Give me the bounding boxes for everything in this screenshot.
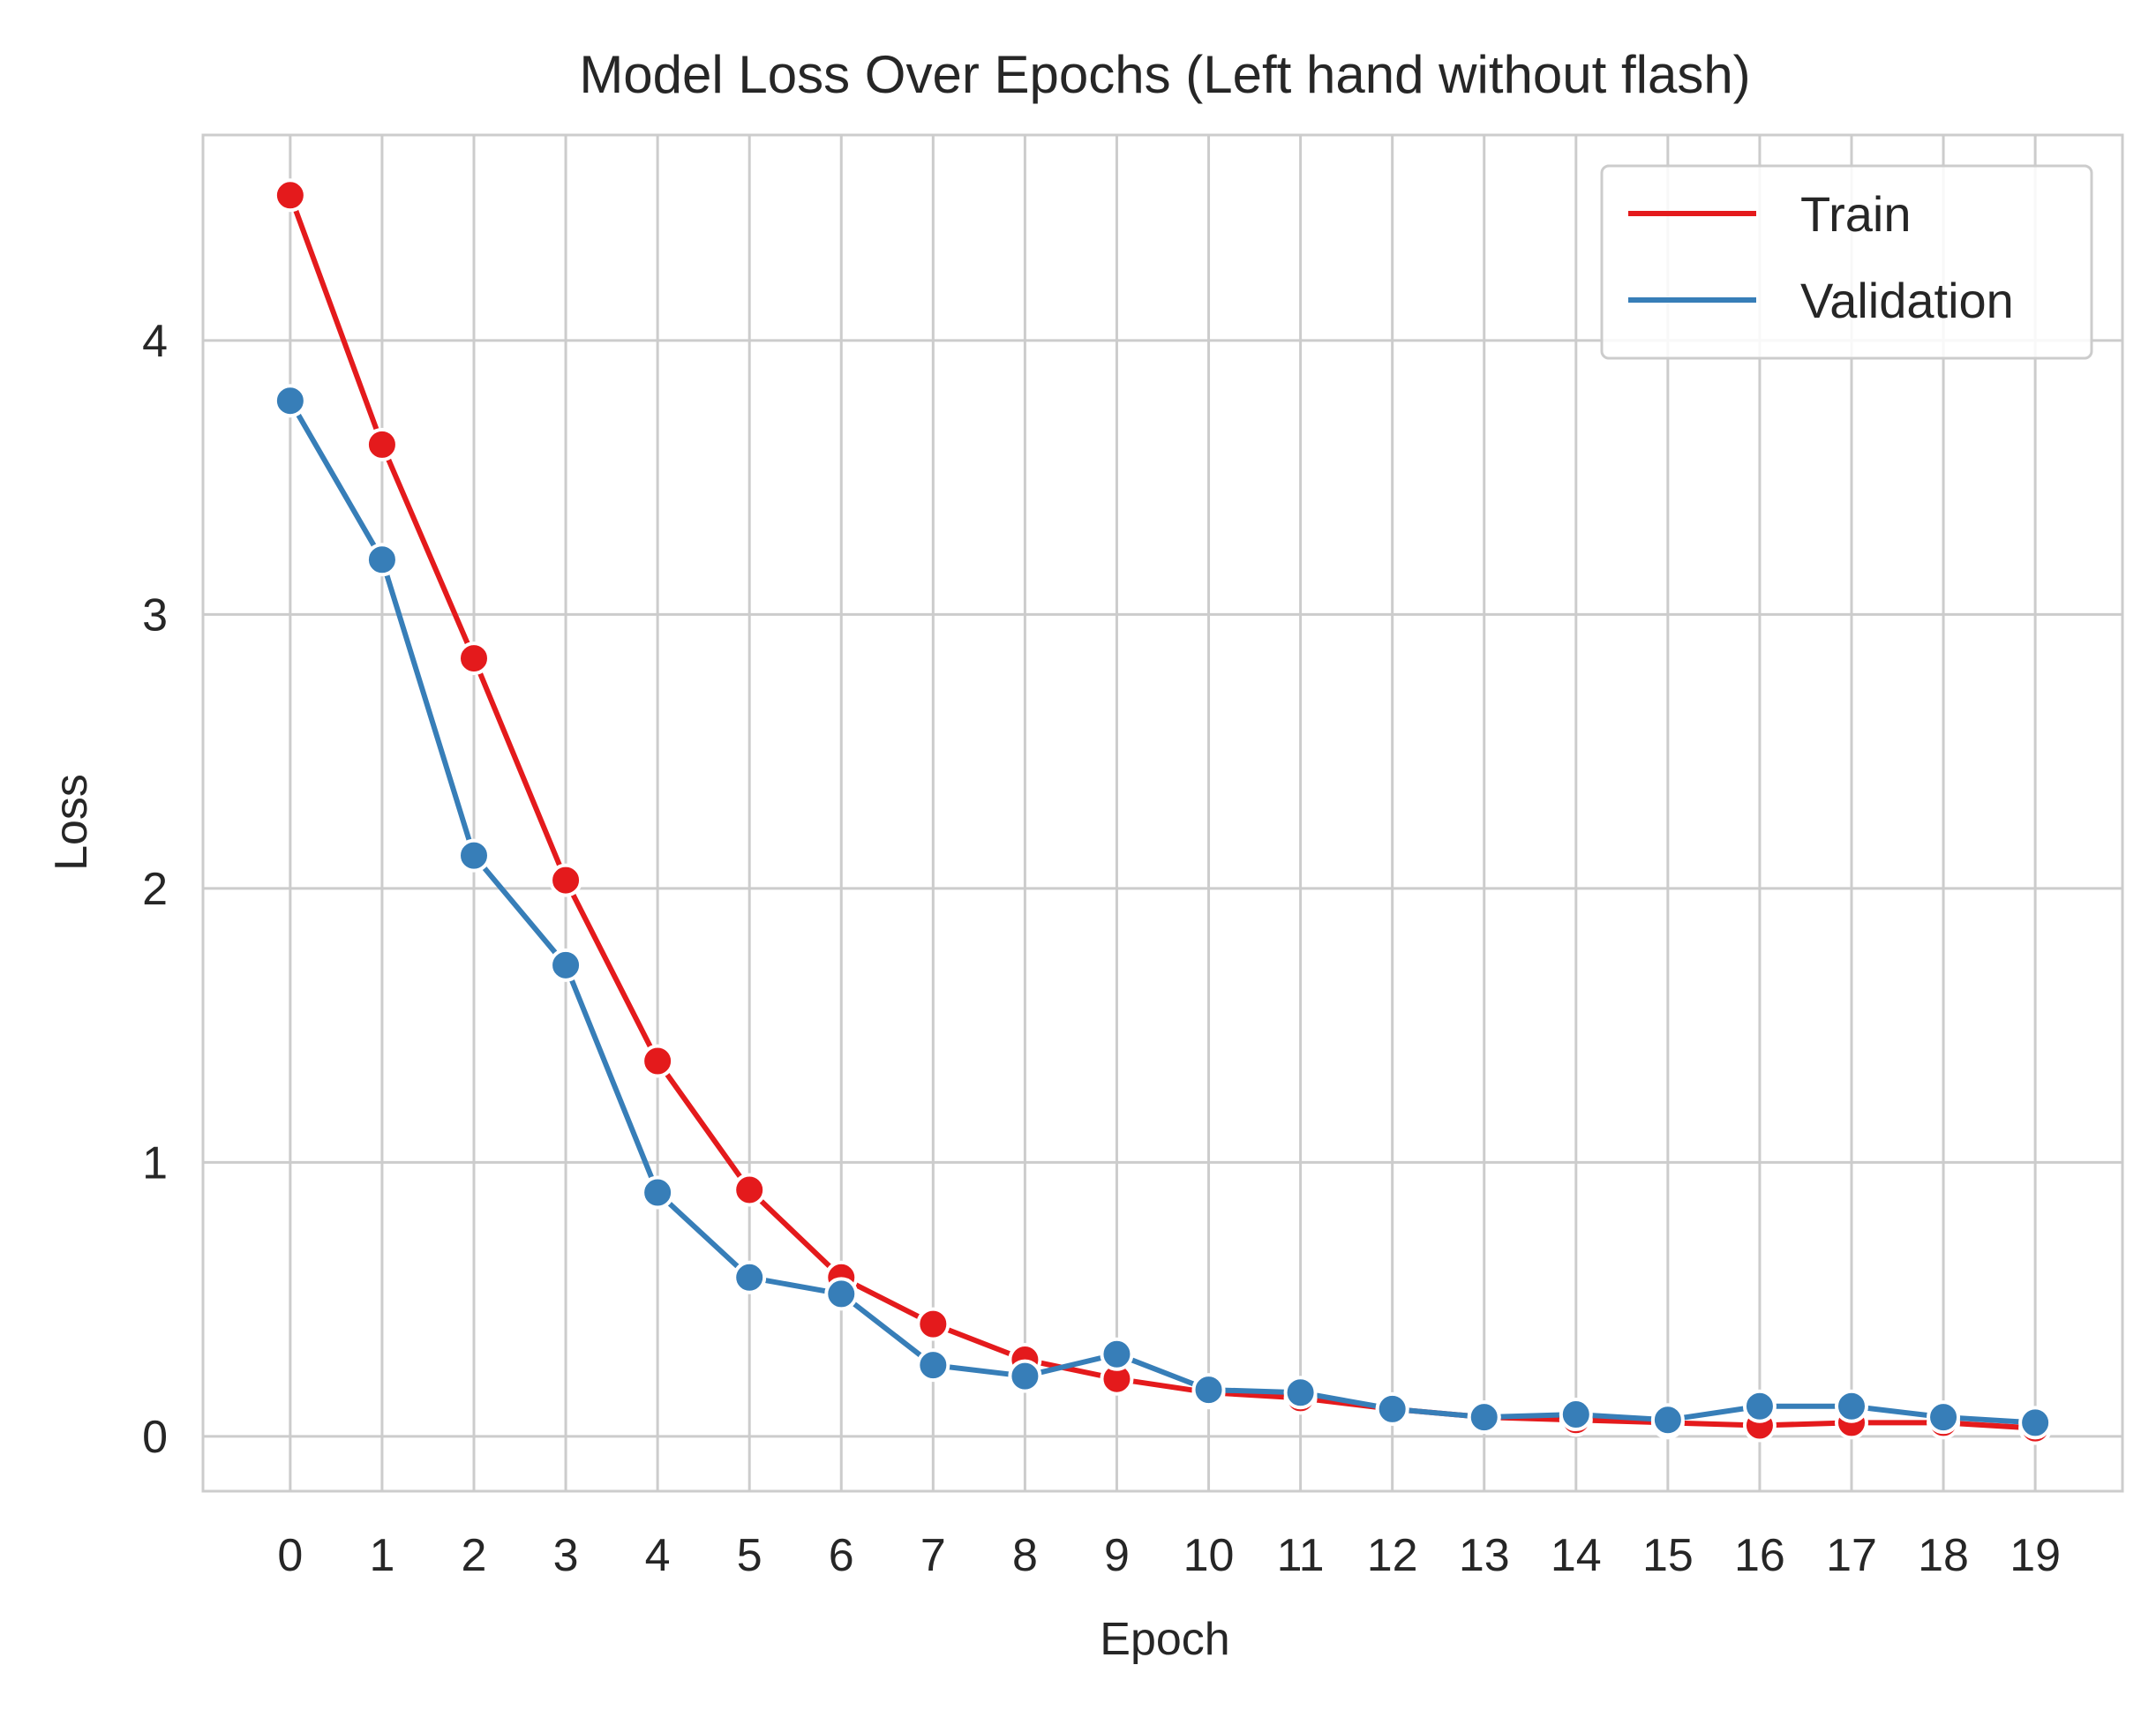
y-tick-label: 3 <box>142 589 168 641</box>
y-tick-label: 4 <box>142 316 168 367</box>
x-tick-label: 11 <box>1277 1530 1325 1581</box>
x-tick-label: 13 <box>1459 1530 1510 1581</box>
x-tick-label: 0 <box>277 1530 303 1581</box>
legend-validation-label: Validation <box>1800 273 2014 328</box>
x-tick-label: 19 <box>2010 1530 2061 1581</box>
validation-point <box>364 543 399 577</box>
y-tick-label: 2 <box>142 864 168 915</box>
validation-point <box>1650 1403 1685 1437</box>
validation-point <box>549 948 583 982</box>
train-point <box>732 1173 767 1207</box>
validation-point <box>1191 1373 1226 1407</box>
x-tick-label: 15 <box>1642 1530 1694 1581</box>
x-tick-label: 7 <box>920 1530 946 1581</box>
chart-title: Model Loss Over Epochs (Left hand withou… <box>579 45 1750 104</box>
validation-point <box>1008 1359 1042 1393</box>
y-tick-label: 0 <box>142 1412 168 1463</box>
legend: Train Validation <box>1600 164 2093 360</box>
validation-point <box>824 1277 859 1311</box>
validation-point <box>273 384 307 418</box>
validation-point <box>1927 1400 1961 1435</box>
x-tick-label: 2 <box>462 1530 487 1581</box>
validation-point <box>1283 1376 1318 1410</box>
legend-train-label: Train <box>1800 186 1912 242</box>
validation-point <box>732 1260 767 1294</box>
train-point <box>364 427 399 461</box>
train-point <box>549 863 583 897</box>
x-tick-label: 8 <box>1012 1530 1038 1581</box>
x-tick-label: 18 <box>1918 1530 1969 1581</box>
x-axis-label: Epoch <box>1100 1614 1229 1665</box>
validation-point <box>2018 1406 2053 1440</box>
validation-point <box>1375 1391 1409 1426</box>
validation-point <box>1742 1389 1777 1423</box>
x-tick-label: 12 <box>1367 1530 1418 1581</box>
validation-point <box>1559 1398 1593 1432</box>
train-point <box>456 641 491 676</box>
grid-lines <box>203 135 2122 1491</box>
validation-point <box>1835 1389 1869 1423</box>
validation-point <box>641 1175 675 1210</box>
series-layer <box>273 178 2053 1445</box>
x-tick-label: 6 <box>829 1530 854 1581</box>
train-point <box>641 1044 675 1078</box>
plot-frame <box>201 133 2124 1493</box>
validation-point <box>1467 1400 1501 1435</box>
x-tick-label: 17 <box>1826 1530 1877 1581</box>
x-tick-label: 16 <box>1734 1530 1785 1581</box>
validation-point <box>456 838 491 873</box>
x-tick-label: 4 <box>645 1530 671 1581</box>
x-tick-label: 9 <box>1104 1530 1130 1581</box>
validation-point <box>1100 1337 1134 1371</box>
x-tick-label: 1 <box>369 1530 394 1581</box>
train-point <box>916 1307 950 1341</box>
y-axis-label: Loss <box>46 774 97 871</box>
train-point <box>273 178 307 213</box>
x-tick-label: 10 <box>1183 1530 1235 1581</box>
x-tick-label: 14 <box>1551 1530 1602 1581</box>
x-tick-label: 3 <box>553 1530 579 1581</box>
x-tick-label: 5 <box>737 1530 762 1581</box>
y-tick-label: 1 <box>142 1137 168 1189</box>
validation-point <box>916 1348 950 1383</box>
